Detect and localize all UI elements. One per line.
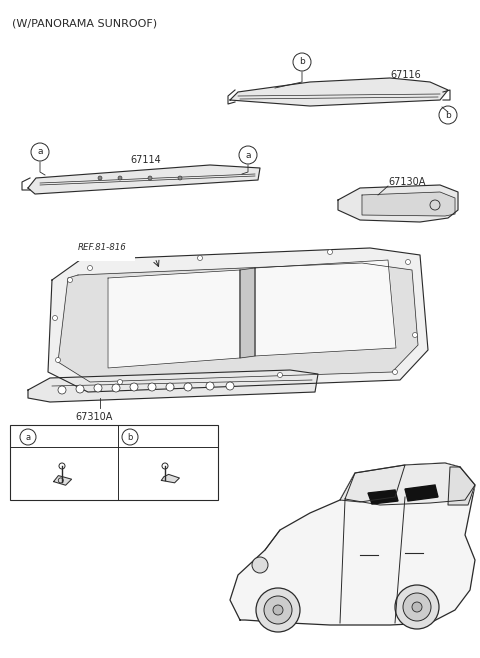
- Polygon shape: [58, 263, 418, 382]
- Circle shape: [148, 176, 152, 180]
- Circle shape: [393, 370, 397, 374]
- Circle shape: [118, 176, 122, 180]
- Text: b: b: [445, 111, 451, 120]
- Circle shape: [98, 176, 102, 180]
- Circle shape: [112, 384, 120, 392]
- Circle shape: [412, 602, 422, 612]
- Circle shape: [406, 259, 410, 265]
- Circle shape: [87, 265, 93, 270]
- Text: 67310A: 67310A: [75, 412, 112, 422]
- Circle shape: [58, 386, 66, 394]
- Polygon shape: [161, 474, 180, 483]
- Polygon shape: [28, 370, 318, 402]
- Text: b: b: [127, 432, 132, 442]
- Polygon shape: [230, 463, 475, 625]
- Text: 67321L: 67321L: [48, 428, 82, 438]
- Circle shape: [130, 383, 138, 391]
- Circle shape: [277, 372, 283, 378]
- Polygon shape: [340, 465, 405, 502]
- Circle shape: [94, 384, 102, 392]
- Circle shape: [206, 382, 214, 390]
- Text: a: a: [25, 432, 31, 442]
- Circle shape: [327, 249, 333, 255]
- Polygon shape: [345, 463, 475, 505]
- Circle shape: [76, 385, 84, 393]
- Text: a: a: [245, 151, 251, 159]
- Circle shape: [403, 593, 431, 621]
- Polygon shape: [240, 268, 255, 358]
- Circle shape: [197, 255, 203, 261]
- Polygon shape: [255, 260, 396, 356]
- Polygon shape: [368, 490, 398, 504]
- Circle shape: [118, 380, 122, 384]
- Text: (W/PANORAMA SUNROOF): (W/PANORAMA SUNROOF): [12, 18, 157, 28]
- Text: 67114: 67114: [130, 155, 161, 165]
- Circle shape: [184, 383, 192, 391]
- Circle shape: [256, 588, 300, 632]
- Polygon shape: [362, 192, 455, 216]
- Polygon shape: [108, 270, 240, 368]
- Circle shape: [166, 383, 174, 391]
- Polygon shape: [48, 248, 428, 392]
- Polygon shape: [405, 485, 438, 501]
- Polygon shape: [448, 467, 475, 505]
- Circle shape: [148, 383, 156, 391]
- Text: 67130A: 67130A: [388, 177, 425, 187]
- Circle shape: [178, 176, 182, 180]
- Text: 67331R: 67331R: [48, 438, 83, 447]
- Text: b: b: [299, 57, 305, 66]
- Circle shape: [56, 357, 60, 363]
- Circle shape: [68, 278, 72, 282]
- Circle shape: [226, 382, 234, 390]
- Bar: [10, 425, 218, 500]
- Circle shape: [52, 315, 58, 320]
- Text: 67363L: 67363L: [150, 432, 184, 442]
- Circle shape: [252, 557, 268, 573]
- Polygon shape: [28, 165, 260, 194]
- Circle shape: [412, 332, 418, 338]
- Text: a: a: [37, 147, 43, 157]
- Text: 67116: 67116: [390, 70, 421, 80]
- Text: REF.81-816: REF.81-816: [78, 243, 127, 253]
- Circle shape: [273, 605, 283, 615]
- Circle shape: [395, 585, 439, 629]
- Polygon shape: [338, 185, 458, 222]
- Polygon shape: [54, 476, 72, 485]
- Polygon shape: [230, 78, 448, 106]
- Circle shape: [264, 596, 292, 624]
